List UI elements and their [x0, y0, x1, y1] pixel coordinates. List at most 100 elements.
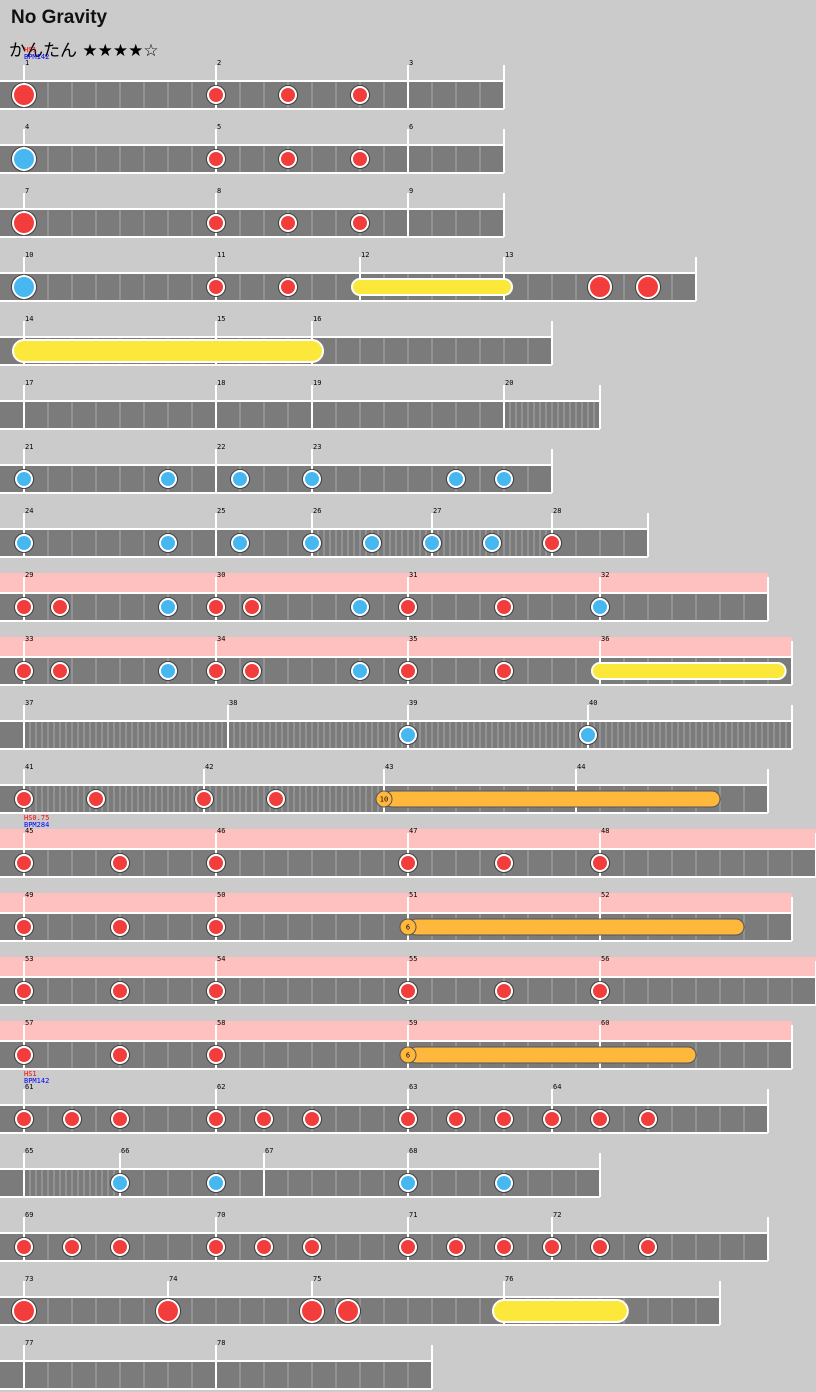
- score-row: 17 18 19 20: [0, 379, 601, 430]
- ka-note: [303, 534, 321, 552]
- measure-number: 74: [169, 1275, 177, 1283]
- note-outline: [206, 1237, 226, 1257]
- note-outline: [398, 661, 418, 681]
- note-outline: [398, 1237, 418, 1257]
- measure-number: 1: [25, 59, 29, 67]
- note-outline: [635, 274, 661, 300]
- measure-number: 25: [217, 507, 225, 515]
- don-note: [279, 150, 297, 168]
- measure-number: 76: [505, 1275, 513, 1283]
- song-title: No Gravity: [11, 7, 108, 28]
- ka-note: [579, 726, 597, 744]
- note-outline: [350, 149, 370, 169]
- measure-number: 13: [505, 251, 513, 259]
- ka-note: [495, 470, 513, 488]
- note-outline: [494, 469, 514, 489]
- measure-number: 78: [217, 1339, 225, 1347]
- note-outline: [158, 469, 178, 489]
- measure-number: 69: [25, 1211, 33, 1219]
- measure-number: 26: [313, 507, 321, 515]
- note-outline: [350, 213, 370, 233]
- lane: [0, 465, 552, 493]
- note-outline: [206, 277, 226, 297]
- ka-note: [591, 598, 609, 616]
- don-note: [279, 278, 297, 296]
- note-outline: [11, 1298, 37, 1324]
- don-note: [207, 1046, 225, 1064]
- lane: [0, 273, 696, 301]
- note-outline: [278, 213, 298, 233]
- ka-note: [12, 147, 36, 171]
- don-note: [303, 1110, 321, 1128]
- note-outline: [14, 533, 34, 553]
- measure-number: 37: [25, 699, 33, 707]
- don-note: [255, 1238, 273, 1256]
- don-note: [15, 598, 33, 616]
- balloon-count: 10: [380, 796, 388, 804]
- measure-number: 55: [409, 955, 417, 963]
- balloon-count: 6: [406, 1052, 410, 1060]
- score-row: 41 42 43 44 10: [0, 763, 769, 814]
- note-outline: [242, 661, 262, 681]
- don-note: [399, 598, 417, 616]
- difficulty-label: かんたん: [9, 41, 77, 61]
- score-row: 37 38 39 40: [0, 699, 793, 750]
- measure-number: 53: [25, 955, 33, 963]
- note-outline: [206, 981, 226, 1001]
- don-note: [495, 1110, 513, 1128]
- note-outline: [299, 1298, 325, 1324]
- lane: [0, 209, 504, 237]
- don-note: [351, 86, 369, 104]
- score-row: 53 54 55 56: [0, 955, 816, 1006]
- measure-number: 9: [409, 187, 413, 195]
- note-outline: [11, 146, 37, 172]
- measure-number: 8: [217, 187, 221, 195]
- note-outline: [542, 533, 562, 553]
- don-note: [591, 1238, 609, 1256]
- note-outline: [206, 597, 226, 617]
- measure-number: 33: [25, 635, 33, 643]
- measure-number: 2: [217, 59, 221, 67]
- note-outline: [230, 469, 250, 489]
- don-note: [12, 211, 36, 235]
- don-note: [399, 662, 417, 680]
- balloon-note: [375, 790, 393, 808]
- ka-note: [399, 726, 417, 744]
- don-note: [591, 982, 609, 1000]
- don-note: [543, 534, 561, 552]
- note-outline: [362, 533, 382, 553]
- note-outline: [14, 1109, 34, 1129]
- don-note: [51, 598, 69, 616]
- note-outline: [14, 1237, 34, 1257]
- measure-number: 44: [577, 763, 585, 771]
- note-outline: [11, 210, 37, 236]
- don-note: [195, 790, 213, 808]
- don-note: [156, 1299, 180, 1323]
- note-outline: [302, 533, 322, 553]
- don-note: [207, 1110, 225, 1128]
- note-outline: [578, 725, 598, 745]
- note-outline: [398, 981, 418, 1001]
- score-row: 57 58 59 60 6: [0, 1019, 793, 1070]
- don-note: [111, 1238, 129, 1256]
- note-outline: [542, 1237, 562, 1257]
- don-note: [351, 150, 369, 168]
- note-outline: [302, 1109, 322, 1129]
- don-note: [15, 1238, 33, 1256]
- don-note: [63, 1238, 81, 1256]
- don-note: [15, 1110, 33, 1128]
- measure-number: 71: [409, 1211, 417, 1219]
- note-outline: [14, 661, 34, 681]
- note-outline: [206, 1109, 226, 1129]
- don-note: [15, 1046, 33, 1064]
- don-note: [12, 1299, 36, 1323]
- gogo-band: [0, 573, 768, 593]
- don-note: [447, 1238, 465, 1256]
- ka-note: [363, 534, 381, 552]
- measure-number: 29: [25, 571, 33, 579]
- ka-note: [483, 534, 501, 552]
- note-outline: [206, 149, 226, 169]
